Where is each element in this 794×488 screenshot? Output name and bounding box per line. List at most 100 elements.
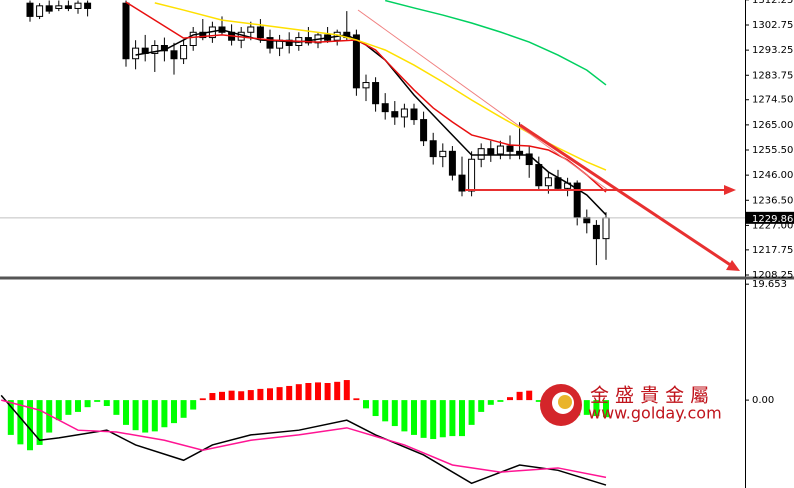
histogram-bar <box>276 387 283 401</box>
trend-line <box>357 9 609 191</box>
histogram-bar <box>199 398 206 401</box>
candle-body <box>45 5 53 12</box>
candle-body <box>602 217 610 240</box>
histogram-bar <box>113 400 120 415</box>
histogram-bar <box>324 383 331 401</box>
histogram-bar <box>228 390 235 401</box>
trend-arrow <box>519 123 733 268</box>
ma-line <box>0 394 607 486</box>
histogram-bar <box>449 400 456 437</box>
candle-body <box>420 119 428 142</box>
histogram-bar <box>286 385 293 401</box>
watermark-name: 金 盛 貴 金 屬 <box>590 385 709 407</box>
candle-body <box>468 158 476 192</box>
histogram-bar <box>180 400 187 418</box>
histogram-bar <box>161 400 168 428</box>
candle-body <box>429 140 437 158</box>
histogram-bar <box>439 400 446 438</box>
histogram-bar <box>353 398 360 401</box>
ma-line <box>135 29 607 216</box>
y-tick-label: 1265.00 <box>752 120 793 131</box>
candle-body <box>26 2 34 17</box>
histogram-bar <box>382 400 389 422</box>
candle-body <box>170 50 178 60</box>
candle-body <box>496 145 504 155</box>
histogram-bar <box>94 400 101 402</box>
y-tick-label: 1255.50 <box>752 145 793 156</box>
histogram-bar <box>142 400 149 433</box>
histogram-bar <box>401 400 408 432</box>
histogram-bar <box>593 400 600 417</box>
histogram-bar <box>55 400 62 421</box>
histogram-bar <box>362 400 369 409</box>
histogram-bar <box>26 400 33 451</box>
y-tick-label: 1312.25 <box>752 0 793 6</box>
histogram-bar <box>420 400 427 438</box>
histogram-bar <box>36 400 43 445</box>
candle-body <box>247 26 255 33</box>
candle-body <box>410 108 418 121</box>
histogram-bar <box>190 400 197 410</box>
histogram-bar <box>516 391 523 401</box>
candle-body <box>372 82 380 105</box>
candle-body <box>64 5 72 9</box>
histogram-bar <box>257 388 264 401</box>
histogram-bar <box>209 393 216 401</box>
price-label: 1229.86 <box>752 214 793 225</box>
histogram-bar <box>122 400 129 425</box>
histogram-bar <box>372 400 379 417</box>
candle-body <box>439 150 447 158</box>
candle-body <box>525 153 533 166</box>
histogram-bar <box>305 383 312 401</box>
y-tick-label: 1236.50 <box>752 195 793 206</box>
histogram-bar <box>218 391 225 401</box>
histogram-bar <box>334 381 341 401</box>
histogram-bar <box>314 382 321 401</box>
histogram-bar <box>583 400 590 415</box>
histogram-bar <box>497 400 504 402</box>
candle-body <box>458 174 466 192</box>
y-tick-label: 0.00 <box>752 395 774 406</box>
y-tick-label: 1217.75 <box>752 245 793 256</box>
candle-body <box>506 145 514 152</box>
candle-body <box>477 148 485 160</box>
ma-line <box>125 1 607 193</box>
candle-body <box>448 150 456 176</box>
histogram-bar <box>506 397 513 401</box>
histogram-bar <box>46 400 53 433</box>
histogram-bar <box>151 400 158 432</box>
y-tick-label: 1283.75 <box>752 70 793 81</box>
candle-body <box>266 37 274 49</box>
histogram-bar <box>487 400 494 405</box>
y-tick-label: 1246.00 <box>752 170 793 181</box>
logo <box>558 395 572 409</box>
arrow-head <box>726 260 740 271</box>
ma-line <box>1 399 607 479</box>
candle-body <box>535 164 543 187</box>
candle-body <box>516 150 524 155</box>
histogram-bar <box>74 400 81 412</box>
histogram-bar <box>295 384 302 401</box>
histogram-bar <box>170 400 177 424</box>
candle-body <box>74 2 82 9</box>
candle-body <box>592 224 600 240</box>
histogram-bar <box>478 400 485 412</box>
candle-body <box>180 45 188 60</box>
y-tick-label: 1274.50 <box>752 95 793 106</box>
y-tick-label: 1302.75 <box>752 20 793 31</box>
histogram-bar <box>535 400 542 402</box>
y-tick-label: 1208.25 <box>752 270 793 281</box>
watermark: 金 盛 貴 金 屬 www.golday.com <box>540 384 722 426</box>
histogram-bar <box>343 380 350 401</box>
candle-body <box>55 5 63 9</box>
histogram-bar <box>247 390 254 401</box>
candle-body <box>189 31 197 47</box>
histogram-bar <box>468 400 475 425</box>
price-label-box <box>746 211 794 224</box>
y-tick-label: 1293.25 <box>752 45 793 56</box>
candle-body <box>381 103 389 113</box>
candle-body <box>132 47 140 60</box>
histogram-bar <box>430 400 437 440</box>
arrow-head <box>724 185 736 195</box>
